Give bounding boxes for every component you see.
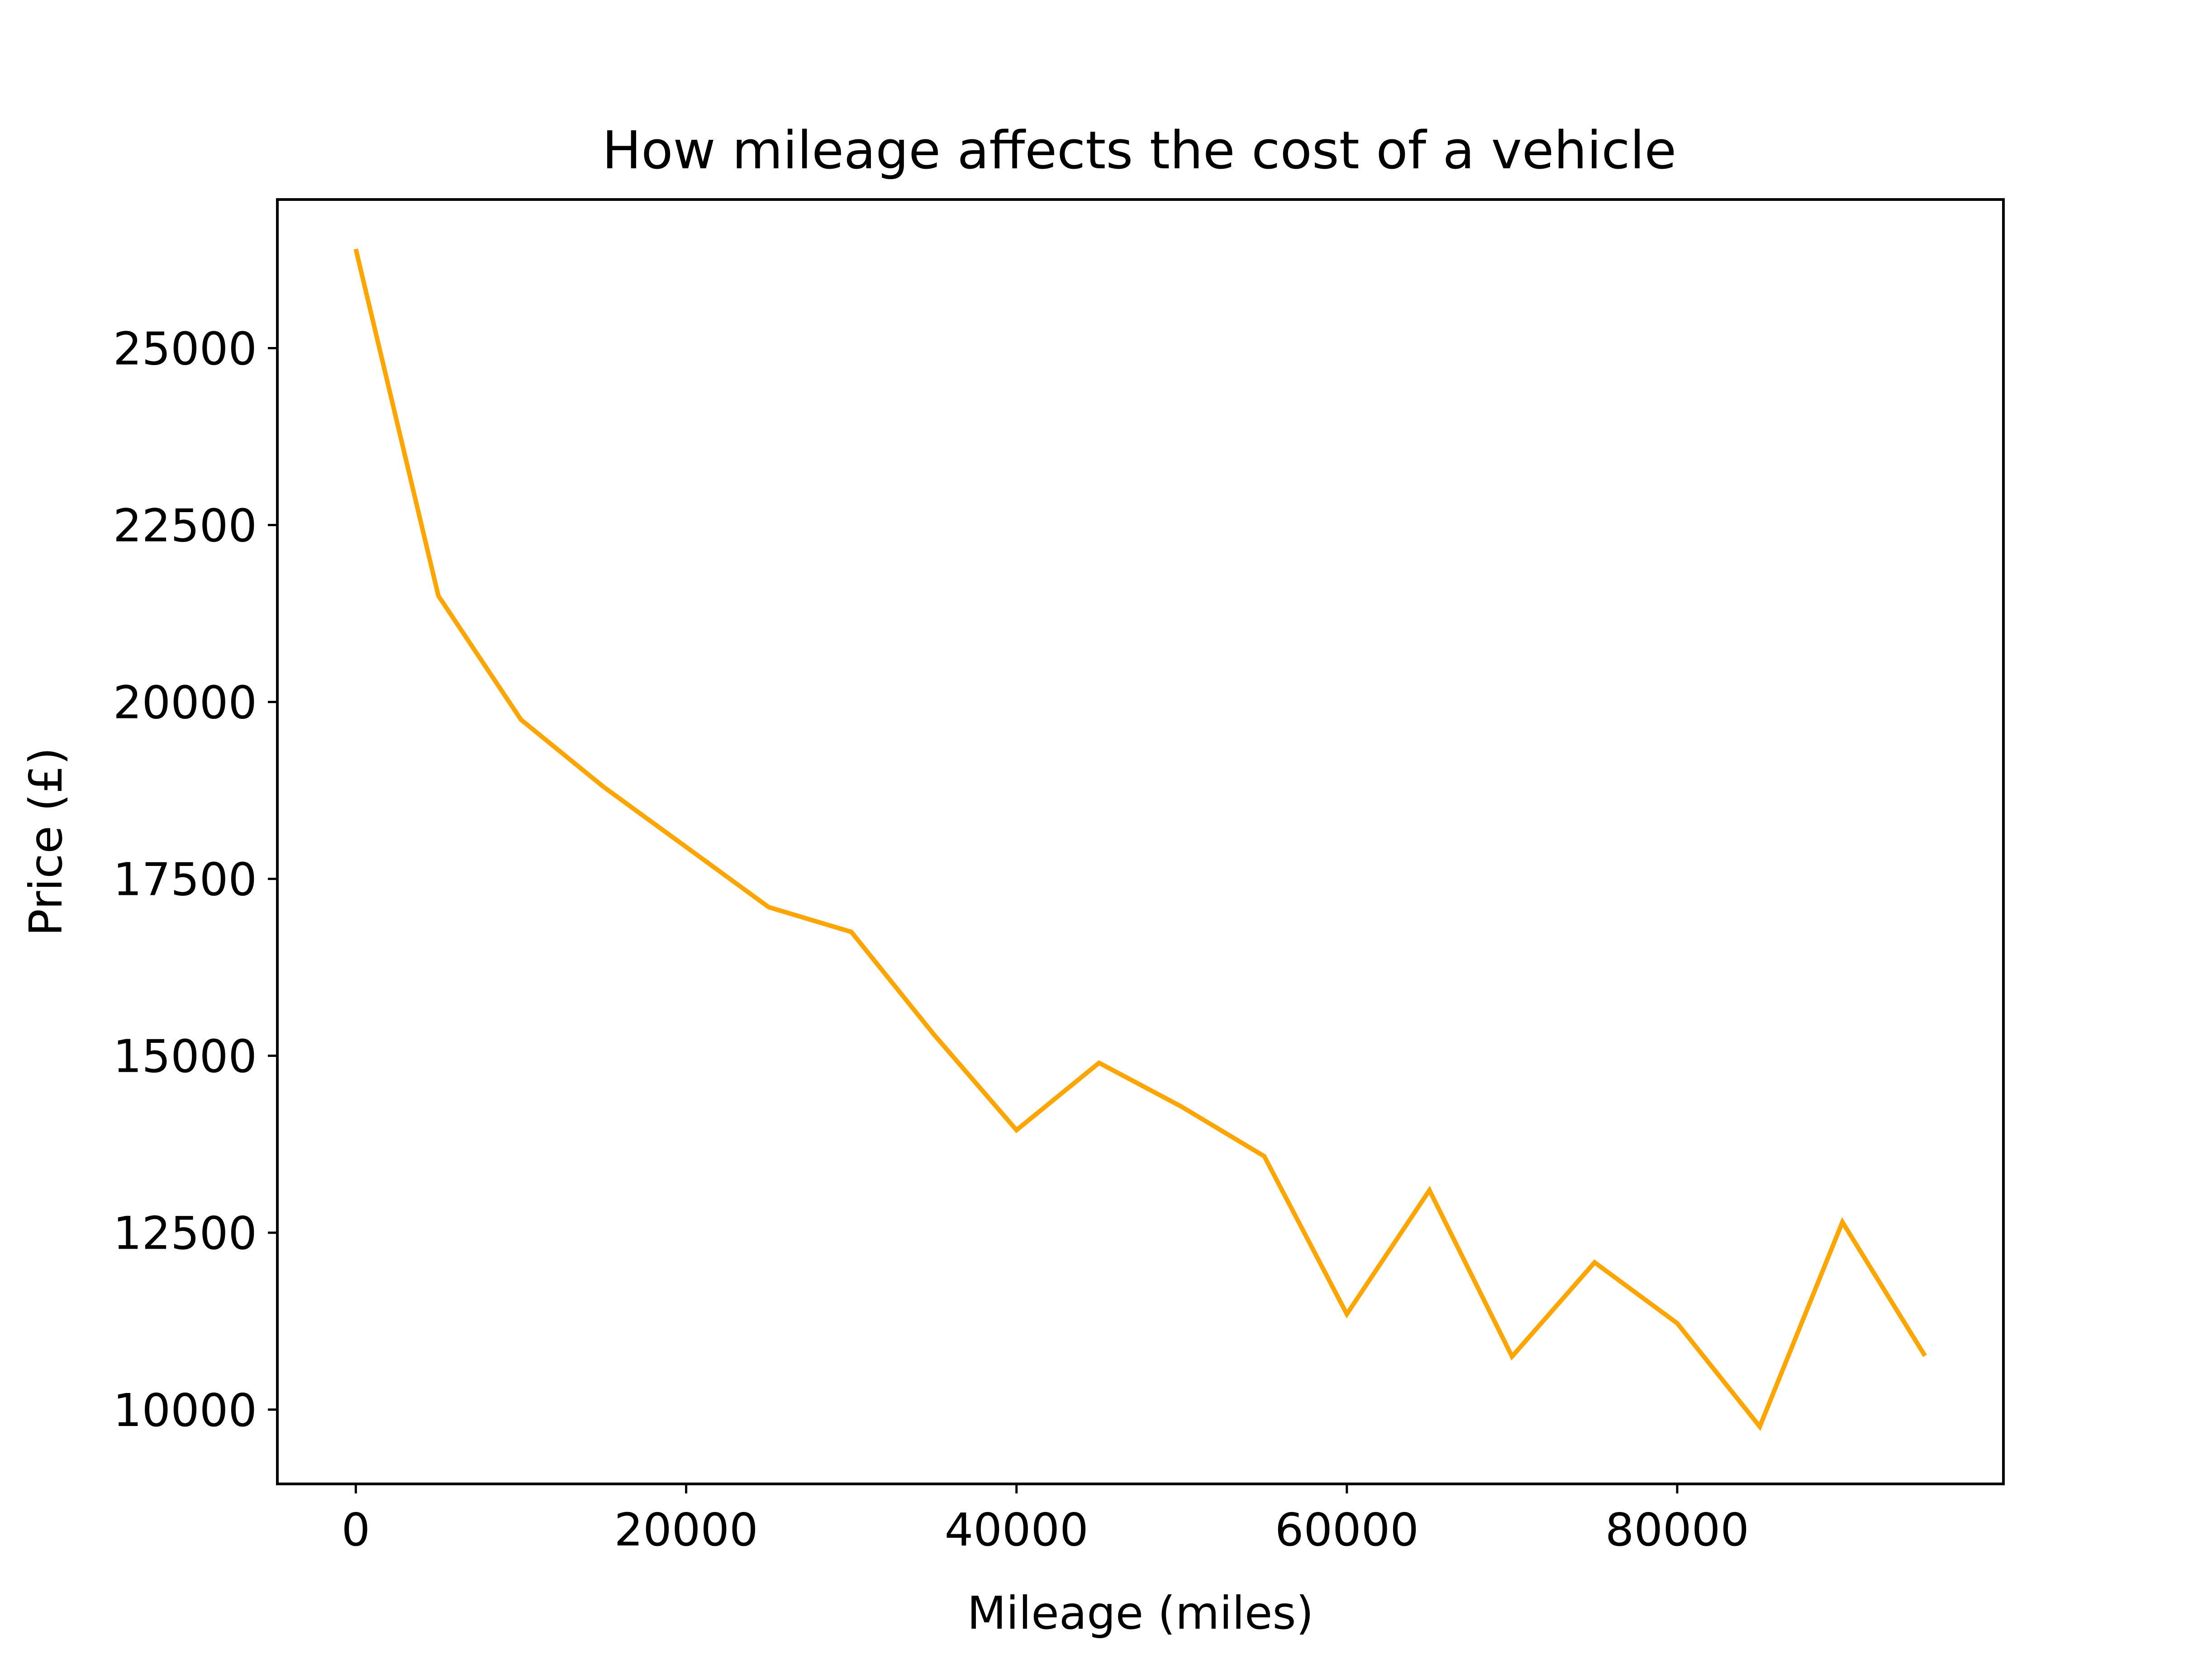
- x-tick-label: 40000: [945, 1503, 1089, 1556]
- y-tick-label: 17500: [113, 853, 257, 906]
- y-axis-label: Price (£): [19, 747, 72, 936]
- x-tick-label: 80000: [1605, 1503, 1749, 1556]
- y-tick-label: 20000: [113, 676, 257, 729]
- x-tick-label: 0: [342, 1503, 371, 1556]
- chart-title: How mileage affects the cost of a vehicl…: [602, 120, 1677, 181]
- y-tick-label: 22500: [113, 499, 257, 552]
- x-axis-ticks: 0 20000 40000 60000 80000: [342, 1484, 1749, 1556]
- plot-area: [353, 248, 1927, 1431]
- y-tick-label: 25000: [113, 322, 257, 375]
- x-tick-label: 20000: [614, 1503, 758, 1556]
- y-tick-label: 10000: [113, 1384, 257, 1437]
- y-tick-label: 15000: [113, 1030, 257, 1083]
- x-tick-label: 60000: [1275, 1503, 1419, 1556]
- plot-frame: [276, 198, 2005, 1485]
- series-line-0: [353, 248, 1927, 1431]
- y-axis-ticks: 10000 12500 15000 17500 20000 22500 25000: [113, 322, 277, 1437]
- x-axis-label: Mileage (miles): [967, 1587, 1313, 1640]
- y-tick-label: 12500: [113, 1207, 257, 1260]
